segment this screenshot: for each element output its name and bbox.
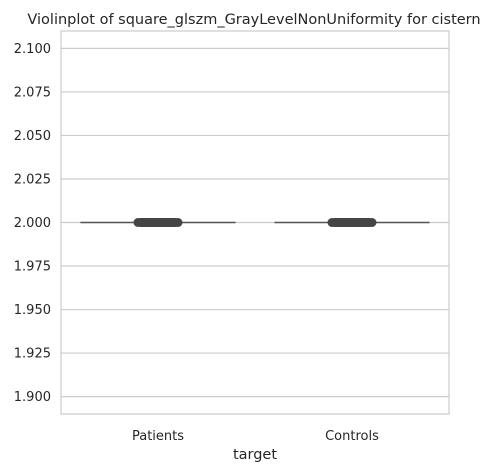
y-tick-label: 1.975 [14,260,51,275]
violin-point [351,218,361,227]
violin-point [367,218,377,227]
violin-point [149,218,159,227]
violin-point [327,218,337,227]
y-tick-label: 2.050 [14,129,51,144]
y-tick-label: 1.900 [14,390,51,405]
violin-point [165,218,175,227]
violin-point [335,218,345,227]
y-tick-label: 1.925 [14,347,51,362]
violin-point [173,218,183,227]
x-tick-labels: Patients Controls [132,429,379,444]
y-tick-label: 2.100 [14,42,51,57]
y-tick-label: 1.950 [14,303,51,318]
x-tick-label: Controls [325,429,379,444]
violin-point [343,218,353,227]
y-tick-labels: 1.900 1.925 1.950 1.975 2.000 2.025 2.050 2.075… [14,42,51,405]
x-axis-label: target [233,447,277,463]
chart-title: Violinplot of square_glszm_GrayLevelNonU… [27,12,480,28]
plot-frame [60,30,450,415]
x-tick-label: Patients [132,429,184,444]
y-tick-label: 2.000 [14,216,51,231]
y-tick-label: 2.025 [14,172,51,187]
violin-patients [80,218,236,227]
violin-marks [80,218,430,227]
violin-point [157,218,167,227]
violin-point [359,218,369,227]
violin-point [141,218,151,227]
y-tick-label: 2.075 [14,85,51,100]
violin-controls [274,218,430,227]
violin-point [133,218,143,227]
